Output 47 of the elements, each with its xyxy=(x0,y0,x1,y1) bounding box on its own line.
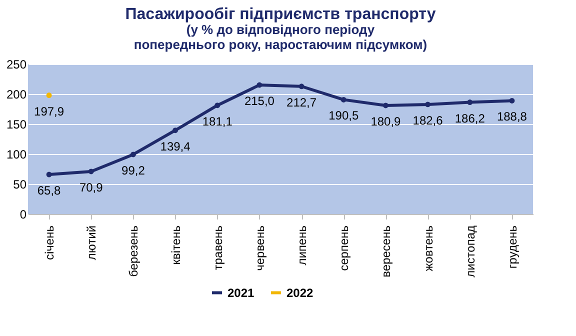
point xyxy=(298,84,304,90)
point xyxy=(467,100,473,106)
point xyxy=(172,128,178,134)
point xyxy=(340,96,346,102)
y-tick-label: 100 xyxy=(6,148,27,162)
x-tick-label: квітень xyxy=(168,226,183,265)
x-tick-label: жовтень xyxy=(421,226,436,272)
data-label: 186,2 xyxy=(454,111,486,126)
data-label: 197,9 xyxy=(34,104,64,118)
point xyxy=(46,172,52,178)
point xyxy=(256,82,262,88)
x-tick-label: серпень xyxy=(337,226,352,271)
x-tick-label: грудень xyxy=(505,226,520,269)
chart-subtitle: (у % до відповідного періоду попереднього року, наростаючим підсумком) xyxy=(134,22,428,52)
y-tick-label: 50 xyxy=(13,178,27,192)
y-tick-label: 200 xyxy=(6,88,27,102)
y-tick-label: 0 xyxy=(20,208,27,222)
x-tick-label: лютий xyxy=(84,226,99,260)
data-label: 215,0 xyxy=(244,94,275,108)
point xyxy=(425,102,431,108)
data-label: 180,9 xyxy=(370,114,402,128)
y-tick-label: 150 xyxy=(6,118,27,132)
point xyxy=(382,102,388,108)
data-label: 70,9 xyxy=(79,180,104,194)
legend-label: 2021 xyxy=(228,286,255,300)
data-label: 190,5 xyxy=(328,108,359,123)
y-tick-label: 250 xyxy=(6,58,27,72)
point xyxy=(130,152,136,158)
point xyxy=(509,98,515,104)
x-tick-label: травень xyxy=(210,226,225,270)
x-tick-label: червень xyxy=(252,226,267,271)
x-tick-label: березень xyxy=(126,226,141,277)
legend-label: 2022 xyxy=(286,286,314,300)
x-tick-label: вересень xyxy=(379,226,394,278)
data-label: 182,6 xyxy=(412,113,444,128)
data-label: 99,2 xyxy=(122,163,146,178)
point xyxy=(214,102,220,108)
x-tick-label: липень xyxy=(295,226,310,266)
chart-title: Пасажирообіг підприємств транспорту xyxy=(125,6,436,23)
x-tick-label: січень xyxy=(42,226,57,260)
data-label: 181,1 xyxy=(202,114,233,128)
point xyxy=(88,168,94,174)
data-label: 188,8 xyxy=(496,110,528,124)
data-label: 65,8 xyxy=(37,184,62,198)
data-label: 212,7 xyxy=(286,95,317,110)
x-tick-label: листопад xyxy=(463,226,478,278)
data-label: 139,4 xyxy=(160,139,191,154)
